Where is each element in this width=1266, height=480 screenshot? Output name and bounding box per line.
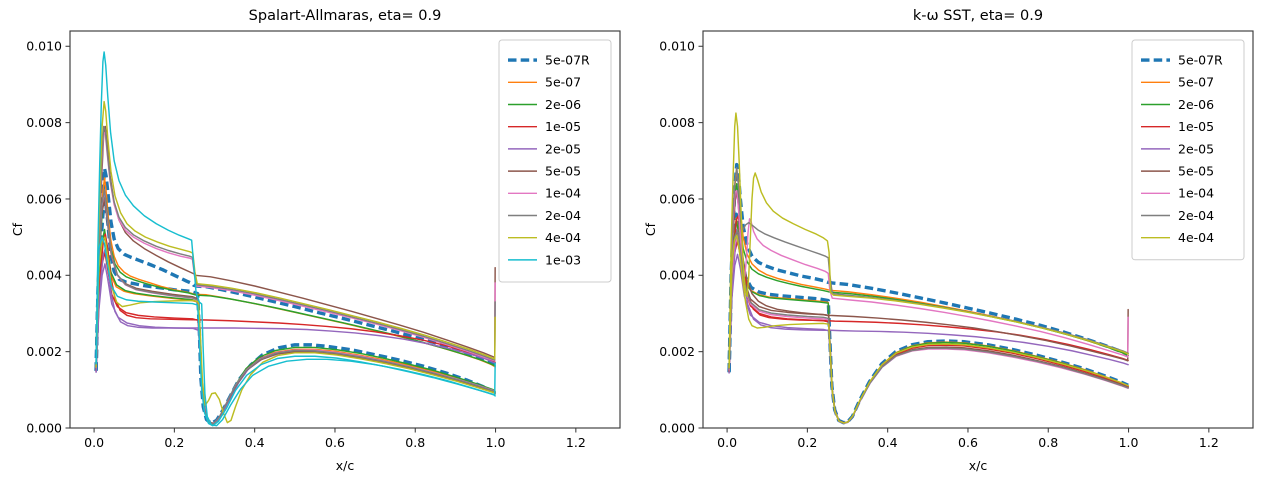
legend-label-1e-05: 1e-05 (545, 119, 581, 134)
x-tick-label: 0.2 (797, 435, 817, 450)
x-tick-label: 0.6 (958, 435, 978, 450)
y-tick-label: 0.006 (659, 191, 695, 206)
series-line-5e-05 (95, 198, 496, 425)
series-group (727, 112, 1129, 425)
legend-label-2e-04: 2e-04 (545, 208, 581, 223)
legend-label-5e-05: 5e-05 (545, 164, 581, 179)
legend-label-5e-05: 5e-05 (1178, 164, 1214, 179)
series-group (94, 51, 496, 427)
chart-legend: 5e-07R 5e-07 2e-06 1e-05 2e-05 5e-05 1e-04 2e-0… (1131, 39, 1245, 261)
legend-label-5e-07: 5e-07 (1178, 75, 1214, 90)
legend-label-2e-06: 2e-06 (545, 97, 581, 112)
y-axis-label: Cf (643, 222, 658, 236)
series-line-4e-04 (95, 236, 496, 424)
legend-label-1e-04: 1e-04 (545, 186, 581, 201)
x-tick-label: 0.6 (325, 435, 345, 450)
y-tick-label: 0.010 (26, 39, 62, 54)
chart-panel-spalart-allmaras: 0.0 0.2 0.4 0.6 0.8 1.0 1.2 0.000 0.002 0.004 0.00… (10, 8, 621, 473)
chart-svg-right: 0.0 0.2 0.4 0.6 0.8 1.0 1.2 0.000 0.002 0.004 0.00… (643, 8, 1254, 473)
series-line-4e-04 (728, 234, 1129, 424)
y-tick-label: 0.008 (659, 115, 695, 130)
legend-label-1e-05: 1e-05 (1178, 119, 1214, 134)
x-axis-label: x/c (336, 458, 355, 473)
legend-label-2e-05: 2e-05 (545, 141, 581, 156)
chart-panel-k-omega-sst: 0.0 0.2 0.4 0.6 0.8 1.0 1.2 0.000 0.002 0.004 0.00… (633, 0, 1266, 480)
series-line-5e-07 (728, 217, 1129, 424)
y-tick-label: 0.000 (26, 420, 62, 435)
series-line-5e-07R (94, 197, 495, 426)
series-line-1e-04 (95, 131, 496, 367)
series-line-1e-04 (728, 189, 1129, 370)
series-line-1e-04 (728, 236, 1129, 424)
chart-svg-left: 0.0 0.2 0.4 0.6 0.8 1.0 1.2 0.000 0.002 0.004 0.00… (10, 8, 621, 473)
legend-label-1e-04: 1e-04 (1178, 186, 1214, 201)
series-line-4e-04 (728, 112, 1129, 368)
series-line-5e-07R (94, 166, 496, 371)
y-tick-label: 0.002 (26, 344, 62, 359)
series-line-2e-05 (728, 231, 1129, 373)
legend-label-2e-05: 2e-05 (1178, 141, 1214, 156)
chart-title: Spalart-Allmaras, eta= 0.9 (249, 8, 442, 24)
x-tick-label: 0.8 (1038, 435, 1058, 450)
y-tick-label: 0.010 (659, 39, 695, 54)
x-tick-label: 1.2 (566, 435, 586, 450)
legend-label-2e-04: 2e-04 (1178, 208, 1214, 223)
y-axis-label: Cf (10, 222, 25, 236)
x-axis-label: x/c (969, 458, 988, 473)
series-line-2e-04 (95, 188, 496, 425)
series-line-1e-03 (95, 236, 496, 427)
legend-label-4e-04: 4e-04 (545, 230, 581, 245)
x-tick-label: 1.0 (486, 435, 506, 450)
y-tick-label: 0.000 (659, 420, 695, 435)
legend-label-5e-07R: 5e-07R (1178, 53, 1223, 68)
series-line-4e-04 (95, 100, 496, 366)
legend-label-4e-04: 4e-04 (1178, 230, 1214, 245)
y-tick-label: 0.004 (26, 268, 62, 283)
chart-title: k-ω SST, eta= 0.9 (913, 8, 1043, 24)
legend-label-5e-07: 5e-07 (545, 75, 581, 90)
x-tick-label: 0.8 (405, 435, 425, 450)
x-tick-label: 0.0 (717, 435, 737, 450)
legend-label-2e-06: 2e-06 (1178, 97, 1214, 112)
series-line-2e-06 (728, 219, 1129, 424)
y-tick-label: 0.008 (26, 115, 62, 130)
x-tick-label: 1.0 (1119, 435, 1139, 450)
chart-legend: 5e-07R 5e-07 2e-06 1e-05 2e-05 5e-05 1e-04 2e-0… (498, 39, 612, 283)
y-tick-label: 0.002 (659, 344, 695, 359)
y-tick-label: 0.004 (659, 268, 695, 283)
legend-label-5e-07R: 5e-07R (545, 53, 590, 68)
x-tick-label: 0.4 (878, 435, 898, 450)
series-line-2e-04 (728, 166, 1129, 369)
x-tick-label: 0.0 (84, 435, 104, 450)
y-tick-label: 0.006 (26, 191, 62, 206)
legend-label-1e-03: 1e-03 (545, 252, 581, 267)
x-tick-label: 0.4 (245, 435, 265, 450)
x-tick-label: 1.2 (1199, 435, 1219, 450)
x-tick-label: 0.2 (164, 435, 184, 450)
